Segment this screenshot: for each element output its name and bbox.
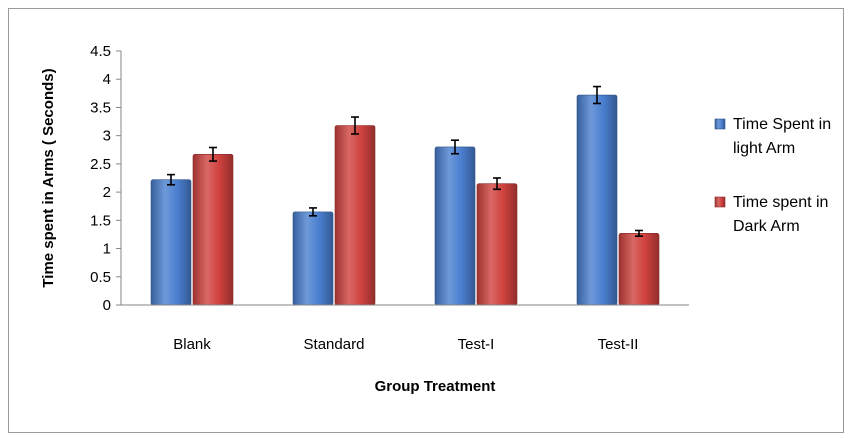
legend-item-dark-arm: Time spent in Dark Arm [714,194,828,235]
bar-light-arm-blank [150,179,192,306]
x-tick-label: Blank [173,336,211,353]
y-tick-label: 0 [103,297,111,314]
error-bar [209,146,217,162]
x-axis-tick-labels: Blank Standard Test-I Test-II [173,336,638,353]
error-bar [493,177,501,191]
y-tick-label: 4 [103,71,111,88]
bar-light-arm-standard [292,211,334,306]
y-tick-label: 0.5 [90,269,111,286]
legend-label: Dark Arm [733,218,800,235]
y-axis-title: Time spent in Arms ( Seconds) [40,68,57,287]
bar-chart: 0 0.5 1 1.5 2 2.5 3 3.5 4 4.5 Blank Standard Test-I… [40,43,831,395]
error-bar [593,85,601,105]
bar-light-arm-test-ii [576,94,618,306]
legend-swatch [714,196,726,208]
y-tick-label: 2 [103,184,111,201]
legend: Time Spent in light Arm Time spent in Dark … [714,116,831,235]
error-bars [167,85,643,237]
error-bar [309,207,317,217]
legend-label: Time spent in [733,194,828,211]
error-bar [351,116,359,135]
x-tick-label: Test-II [598,336,639,353]
error-bar [451,139,459,155]
bar-dark-arm-standard [334,125,376,306]
y-tick-label: 3.5 [90,99,111,116]
bar-dark-arm-test-i [476,183,518,306]
y-tick-label: 3 [103,128,111,145]
error-bar [167,173,175,186]
error-bar [635,229,643,237]
y-tick-label: 2.5 [90,156,111,173]
bar-dark-arm-test-ii [618,233,660,306]
y-tick-label: 1.5 [90,212,111,229]
x-tick-label: Test-I [458,336,495,353]
y-axis-ticks: 0 0.5 1 1.5 2 2.5 3 3.5 4 4.5 [90,43,121,314]
y-tick-label: 4.5 [90,43,111,60]
x-axis-title: Group Treatment [375,378,496,395]
legend-label: Time Spent in [733,116,831,133]
legend-label: light Arm [733,140,795,157]
chart-frame: 0 0.5 1 1.5 2 2.5 3 3.5 4 4.5 Blank Standard Test-I… [8,8,844,433]
legend-item-light-arm: Time Spent in light Arm [714,116,831,157]
bar-light-arm-test-i [434,146,476,306]
bar-dark-arm-blank [192,153,234,306]
x-tick-label: Standard [304,336,365,353]
legend-swatch [714,118,726,130]
y-tick-label: 1 [103,241,111,258]
bars [150,94,660,306]
